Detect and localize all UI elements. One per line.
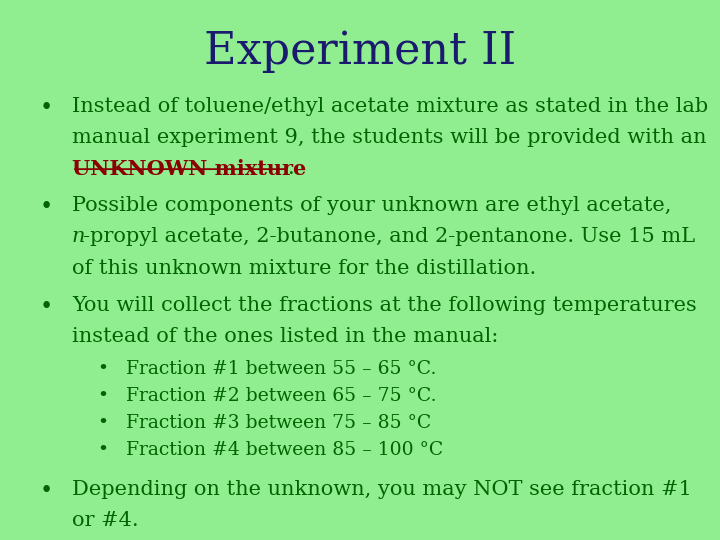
Text: UNKNOWN mixture: UNKNOWN mixture xyxy=(72,159,306,179)
Text: Fraction #3 between 75 – 85 °C: Fraction #3 between 75 – 85 °C xyxy=(126,414,431,432)
Text: •: • xyxy=(40,97,53,119)
Text: You will collect the fractions at the following temperatures: You will collect the fractions at the fo… xyxy=(72,296,697,315)
Text: Fraction #4 between 85 – 100 °C: Fraction #4 between 85 – 100 °C xyxy=(126,441,444,459)
Text: •: • xyxy=(40,480,53,502)
Text: •: • xyxy=(97,360,108,379)
Text: •: • xyxy=(97,441,108,459)
Text: .: . xyxy=(288,159,294,178)
Text: •: • xyxy=(40,197,53,218)
Text: Fraction #2 between 65 – 75 °C.: Fraction #2 between 65 – 75 °C. xyxy=(126,387,436,406)
Text: Instead of toluene/ethyl acetate mixture as stated in the lab: Instead of toluene/ethyl acetate mixture… xyxy=(72,97,708,116)
Text: n: n xyxy=(72,227,86,246)
Text: instead of the ones listed in the manual:: instead of the ones listed in the manual… xyxy=(72,327,498,346)
Text: Fraction #1 between 55 – 65 °C.: Fraction #1 between 55 – 65 °C. xyxy=(126,360,436,379)
Text: •: • xyxy=(97,414,108,432)
Text: •: • xyxy=(97,387,108,406)
Text: Experiment II: Experiment II xyxy=(204,30,516,73)
Text: -propyl acetate, 2-butanone, and 2-pentanone. Use 15 mL: -propyl acetate, 2-butanone, and 2-penta… xyxy=(83,227,695,246)
Text: or #4.: or #4. xyxy=(72,511,139,530)
Text: •: • xyxy=(40,296,53,318)
Text: manual experiment 9, the students will be provided with an: manual experiment 9, the students will b… xyxy=(72,129,706,147)
Text: Depending on the unknown, you may NOT see fraction #1: Depending on the unknown, you may NOT se… xyxy=(72,480,692,498)
Text: of this unknown mixture for the distillation.: of this unknown mixture for the distilla… xyxy=(72,259,536,278)
Text: Possible components of your unknown are ethyl acetate,: Possible components of your unknown are … xyxy=(72,197,671,215)
